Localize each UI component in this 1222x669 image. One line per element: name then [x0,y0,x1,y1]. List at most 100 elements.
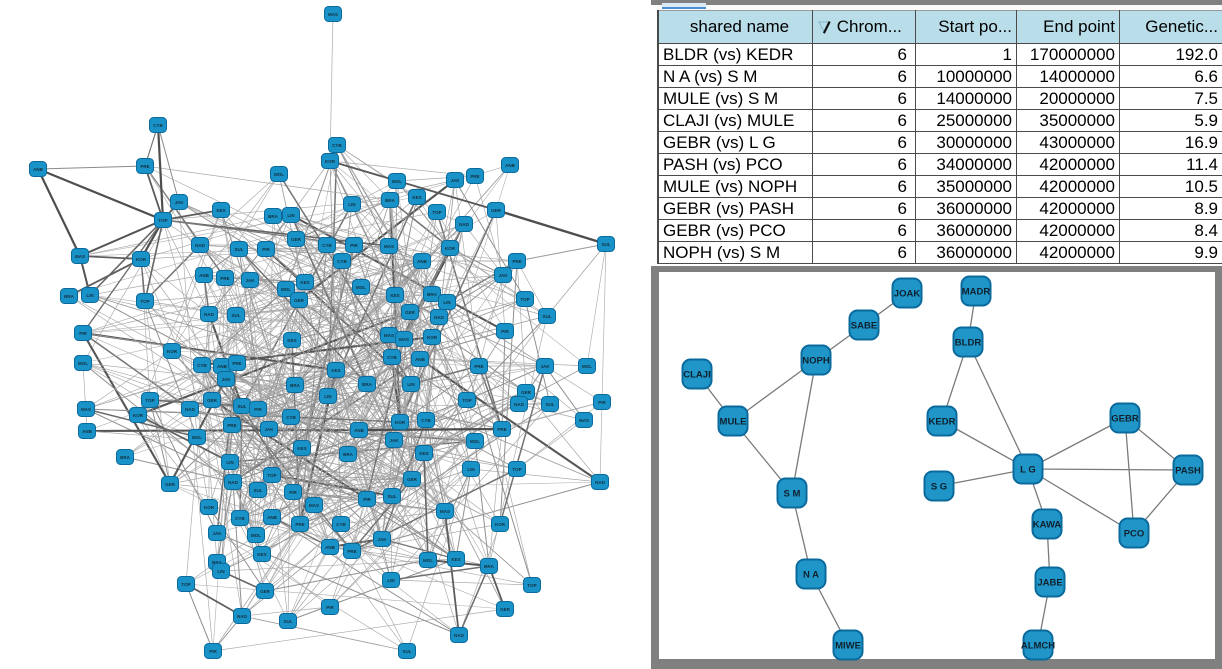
svg-text:PRE: PRE [227,423,236,428]
svg-text:TOP: TOP [140,299,149,304]
svg-text:SUL: SUL [602,242,611,247]
svg-text:KES: KES [287,338,296,343]
svg-text:N A: N A [803,570,819,581]
svg-text:SUL: SUL [235,247,244,252]
svg-text:MAS: MAS [81,407,91,412]
svg-text:BRA: BRA [212,560,222,565]
svg-text:CYB: CYB [197,363,207,368]
svg-text:NAD: NAD [454,633,464,638]
svg-text:CYB: CYB [387,355,397,360]
svg-text:GER: GER [405,310,416,315]
svg-text:GER: GER [260,589,271,594]
svg-text:JAK: JAK [174,200,184,205]
svg-text:JAK: JAK [498,273,508,278]
svg-text:BRA: BRA [484,564,494,569]
svg-text:NOPH: NOPH [802,356,830,367]
svg-text:SUL: SUL [238,404,247,409]
svg-text:ANB: ANB [82,429,92,434]
svg-text:TOP: TOP [145,398,154,403]
svg-text:ANB: ANB [267,515,277,520]
svg-text:MAS: MAS [399,337,409,342]
svg-text:MAS: MAS [579,418,589,423]
svg-text:MAS: MAS [75,254,85,259]
svg-text:PCO: PCO [1124,529,1145,540]
svg-text:KAWA: KAWA [1033,520,1062,531]
svg-text:MOL: MOL [78,361,88,366]
svg-text:SUL: SUL [284,619,293,624]
svg-text:GER: GER [521,390,532,395]
svg-text:MAS: MAS [328,12,338,17]
svg-text:TOP: TOP [267,473,276,478]
svg-text:CYB: CYB [153,123,163,128]
svg-text:SABE: SABE [851,321,877,332]
svg-text:SUL: SUL [254,488,263,493]
svg-text:MOL: MOL [392,179,402,184]
svg-text:CYB: CYB [332,143,342,148]
svg-text:CYB: CYB [235,516,245,521]
svg-text:MAS: MAS [440,509,450,514]
svg-text:JAK: JAK [450,178,460,183]
svg-text:PRE: PRE [497,427,506,432]
svg-text:NAD: NAD [237,614,247,619]
svg-text:ANB: ANB [417,259,427,264]
svg-text:JAK: JAK [264,427,274,432]
svg-text:KES: KES [257,552,266,557]
svg-text:KOR: KOR [495,522,506,527]
svg-text:LIN: LIN [348,202,355,207]
svg-text:NAD: NAD [434,315,444,320]
svg-text:PIR: PIR [501,329,509,334]
svg-text:ALMCH: ALMCH [1021,641,1055,652]
svg-text:PRE: PRE [220,276,229,281]
svg-text:NAD: NAD [204,312,214,317]
svg-text:TOP: TOP [520,297,529,302]
svg-text:PIR: PIR [262,247,270,252]
svg-text:JAK: JAK [377,537,387,542]
svg-text:GER: GER [291,237,302,242]
svg-text:PRE: PRE [512,259,521,264]
svg-text:S G: S G [931,482,947,493]
svg-text:NAD: NAD [514,402,524,407]
svg-text:TOP: TOP [181,582,190,587]
svg-text:KOR: KOR [167,349,178,354]
svg-text:JAK: JAK [389,438,399,443]
svg-text:CLAJI: CLAJI [683,370,710,381]
svg-text:LIN: LIN [86,293,93,298]
svg-text:MAS: MAS [384,244,394,249]
svg-text:LIN: LIN [387,578,394,583]
svg-text:PRE: PRE [470,174,479,179]
svg-text:PIR: PIR [598,400,606,405]
svg-text:TOP: TOP [527,583,536,588]
svg-text:ANB: ANB [505,163,515,168]
svg-text:LIN: LIN [217,569,224,574]
svg-text:MOL: MOL [356,285,366,290]
svg-text:TOP: TOP [512,467,521,472]
svg-text:BLDR: BLDR [955,338,982,349]
svg-text:NAD: NAD [459,222,469,227]
svg-text:ANB: ANB [415,357,425,362]
svg-text:MIWE: MIWE [835,641,861,652]
svg-text:ANB: ANB [217,364,227,369]
svg-text:MOL: MOL [582,364,592,369]
svg-text:JAK: JAK [245,278,255,283]
svg-text:LIN: LIN [443,300,450,305]
svg-text:L G: L G [1020,465,1036,476]
svg-text:SUL: SUL [232,313,241,318]
svg-text:TOP: TOP [462,398,471,403]
svg-text:MULE: MULE [720,417,747,428]
svg-text:JABE: JABE [1037,578,1062,589]
svg-text:PRE: PRE [295,522,304,527]
svg-text:KES: KES [331,368,340,373]
svg-text:GER: GER [491,208,502,213]
svg-text:PIR: PIR [79,331,87,336]
svg-text:NAD: NAD [595,480,605,485]
svg-text:CYB: CYB [337,259,347,264]
svg-text:PRE: PRE [474,364,483,369]
svg-text:LIN: LIN [324,394,331,399]
svg-text:MOL: MOL [281,287,291,292]
svg-text:SUL: SUL [388,494,397,499]
svg-text:NAD: NAD [185,407,195,412]
svg-text:CYB: CYB [322,243,332,248]
svg-text:SUL: SUL [543,314,552,319]
svg-text:BRA: BRA [385,198,395,203]
svg-text:BRA: BRA [120,455,130,460]
